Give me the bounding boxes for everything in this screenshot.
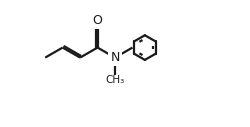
- Text: N: N: [110, 51, 120, 64]
- Text: O: O: [92, 14, 102, 27]
- Text: CH₃: CH₃: [106, 75, 125, 85]
